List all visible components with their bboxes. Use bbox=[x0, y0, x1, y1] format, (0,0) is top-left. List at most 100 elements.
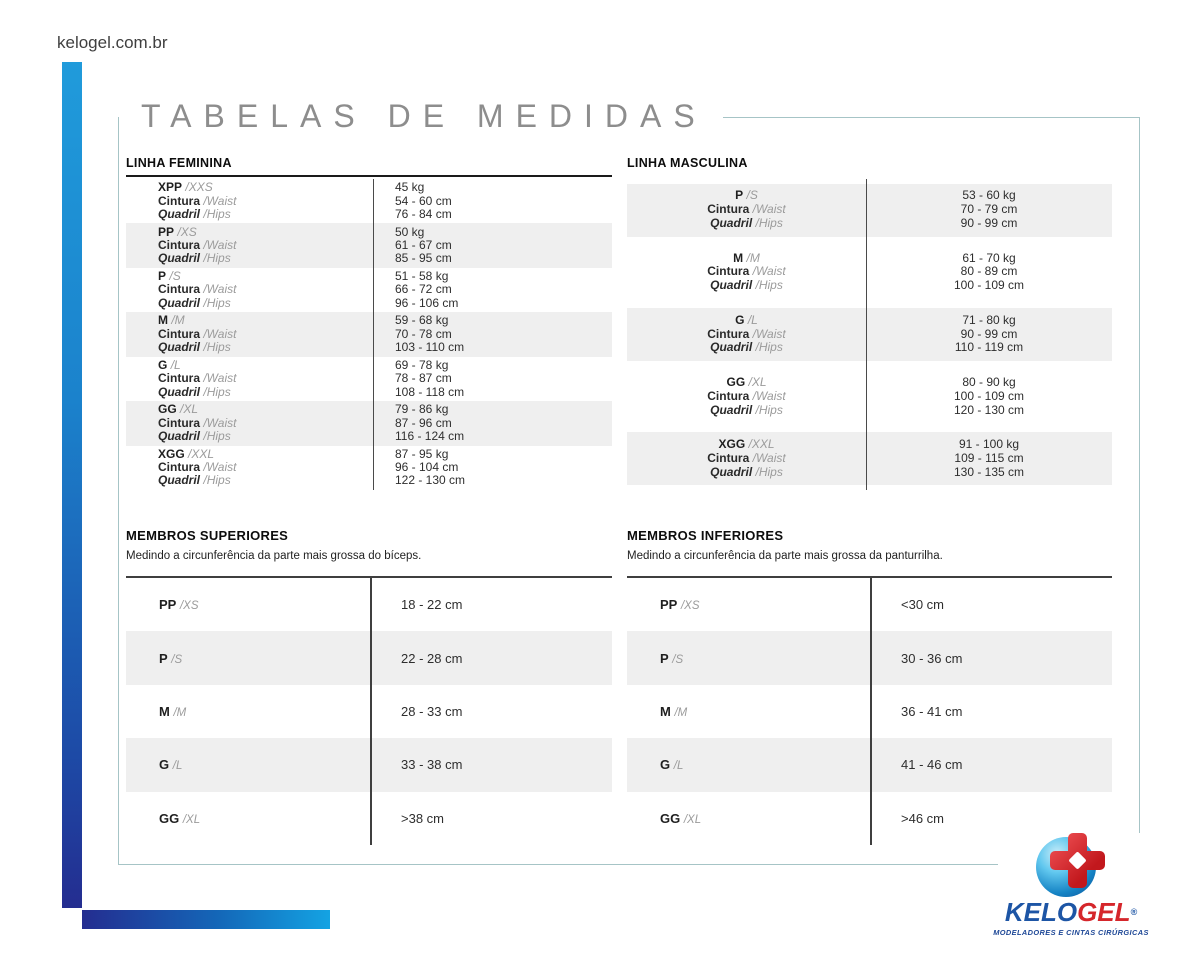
hips-alt-label: /Hips bbox=[755, 215, 783, 230]
waist-label: Cintura bbox=[707, 202, 750, 217]
hips-value: 76 - 84 cm bbox=[395, 206, 452, 221]
size-alt-label: /M bbox=[173, 706, 187, 719]
waist-alt-label: /Waist bbox=[752, 388, 786, 403]
weight-value: 50 kg bbox=[395, 224, 425, 239]
hips-alt-label: /Hips bbox=[755, 402, 783, 417]
hips-value: 96 - 106 cm bbox=[395, 295, 459, 310]
hips-alt-label: /Hips bbox=[203, 473, 231, 488]
size-alt-label: /M bbox=[674, 706, 688, 719]
size-cell: PP /XS Cintura /Waist Quadril /Hips bbox=[126, 223, 373, 267]
size-cell: GG /XL bbox=[126, 811, 370, 826]
hips-label: Quadril bbox=[710, 215, 753, 230]
hips-alt-label: /Hips bbox=[203, 384, 231, 399]
size-alt-label: /XL bbox=[180, 402, 199, 417]
size-alt-label: /XS bbox=[680, 600, 700, 613]
size-cell: G /L bbox=[627, 757, 870, 772]
column-divider bbox=[373, 179, 374, 490]
weight-value: 45 kg bbox=[395, 180, 425, 195]
size-alt-label: /XS bbox=[179, 600, 199, 613]
hips-value: 116 - 124 cm bbox=[395, 429, 465, 444]
value-cell: <30 cm bbox=[901, 597, 944, 613]
size-cell: XGG /XXL Cintura /Waist Quadril /Hips bbox=[627, 432, 866, 485]
hips-alt-label: /Hips bbox=[203, 429, 231, 444]
waist-value: 100 - 109 cm bbox=[953, 388, 1025, 403]
weight-value: 51 - 58 kg bbox=[395, 268, 449, 283]
weight-value: 71 - 80 kg bbox=[962, 312, 1016, 327]
size-cell: P /S bbox=[627, 651, 870, 666]
size-cell: PP /XS bbox=[627, 597, 870, 612]
waist-alt-label: /Waist bbox=[203, 460, 237, 475]
bottom-accent-bar bbox=[82, 910, 330, 929]
size-alt-label: /XXS bbox=[185, 180, 213, 195]
size-label: G bbox=[159, 757, 170, 773]
section-description: Medindo a circunferência da parte mais g… bbox=[627, 550, 943, 562]
waist-label: Cintura bbox=[158, 282, 200, 297]
table-row: GG /XL >46 cm bbox=[627, 792, 1112, 845]
size-label: GG bbox=[158, 402, 177, 417]
waist-value: 54 - 60 cm bbox=[395, 193, 452, 208]
linha-feminina-table: LINHA FEMININA XPP /XXS Cintura /Waist Q… bbox=[126, 156, 612, 490]
membros-inferiores-table: MEMBROS INFERIORES Medindo a circunferên… bbox=[627, 528, 1112, 845]
hips-value: 130 - 135 cm bbox=[953, 464, 1025, 479]
hips-alt-label: /Hips bbox=[755, 464, 783, 479]
value-cell: 22 - 28 cm bbox=[401, 650, 463, 666]
weight-value: 61 - 70 kg bbox=[962, 250, 1016, 265]
table-row: G /L Cintura /Waist Quadril /Hips 69 - 7… bbox=[126, 357, 612, 401]
table-rows: PP /XS 18 - 22 cm P /S 22 - 28 cm M /M 2… bbox=[126, 576, 612, 845]
table-title: LINHA MASCULINA bbox=[627, 156, 748, 170]
hips-label: Quadril bbox=[158, 295, 201, 310]
measurements-cell: 50 kg 61 - 67 cm 85 - 95 cm bbox=[373, 223, 612, 267]
title-mask bbox=[119, 111, 723, 123]
measurements-cell: 45 kg 54 - 60 cm 76 - 84 cm bbox=[373, 179, 612, 223]
size-label: G bbox=[735, 312, 745, 327]
waist-label: Cintura bbox=[158, 237, 200, 252]
size-label: GG bbox=[159, 810, 180, 826]
hips-value: 120 - 130 cm bbox=[953, 402, 1025, 417]
size-label: M bbox=[159, 703, 170, 719]
hips-label: Quadril bbox=[158, 429, 201, 444]
table-row: M /M Cintura /Waist Quadril /Hips 59 - 6… bbox=[126, 312, 612, 357]
size-label: PP bbox=[158, 224, 175, 239]
table-row: PP /XS <30 cm bbox=[627, 578, 1112, 631]
hips-alt-label: /Hips bbox=[203, 295, 231, 310]
size-alt-label: /L bbox=[172, 760, 183, 773]
waist-alt-label: /Waist bbox=[752, 264, 786, 279]
size-label: G bbox=[660, 757, 671, 773]
hips-label: Quadril bbox=[158, 206, 201, 221]
size-alt-label: /S bbox=[672, 653, 684, 666]
hips-label: Quadril bbox=[158, 384, 201, 399]
table-row: P /S 30 - 36 cm bbox=[627, 631, 1112, 685]
table-title: LINHA FEMININA bbox=[126, 156, 612, 177]
hips-label: Quadril bbox=[158, 340, 201, 355]
table-row: G /L 33 - 38 cm bbox=[126, 738, 612, 792]
size-alt-label: /M bbox=[746, 250, 760, 265]
brand-name-primary: KELO bbox=[1004, 897, 1078, 927]
table-row: P /S Cintura /Waist Quadril /Hips 53 - 6… bbox=[627, 179, 1112, 241]
value-cell: 36 - 41 cm bbox=[901, 703, 963, 719]
hips-label: Quadril bbox=[158, 473, 201, 488]
waist-alt-label: /Waist bbox=[203, 193, 237, 208]
size-label: M bbox=[158, 313, 168, 328]
measurements-cell: 61 - 70 kg 80 - 89 cm 100 - 109 cm bbox=[866, 246, 1112, 299]
hips-value: 108 - 118 cm bbox=[395, 384, 465, 399]
measurements-cell: 59 - 68 kg 70 - 78 cm 103 - 110 cm bbox=[373, 312, 612, 356]
size-cell: GG /XL Cintura /Waist Quadril /Hips bbox=[126, 401, 373, 445]
section-description: Medindo a circunferência da parte mais g… bbox=[126, 550, 422, 562]
membros-superiores-table: MEMBROS SUPERIORES Medindo a circunferên… bbox=[126, 528, 612, 845]
table-row: PP /XS Cintura /Waist Quadril /Hips 50 k… bbox=[126, 223, 612, 268]
value-cell: >46 cm bbox=[901, 810, 944, 826]
site-url: kelogel.com.br bbox=[57, 33, 168, 52]
waist-label: Cintura bbox=[707, 264, 750, 279]
value-cell: 41 - 46 cm bbox=[901, 757, 963, 773]
size-label: PP bbox=[660, 597, 678, 613]
size-cell: XGG /XXL Cintura /Waist Quadril /Hips bbox=[126, 446, 373, 490]
hips-alt-label: /Hips bbox=[203, 251, 231, 266]
size-alt-label: /S bbox=[171, 653, 183, 666]
waist-alt-label: /Waist bbox=[203, 371, 237, 386]
brand-tagline: MODELADORES E CINTAS CIRÚRGICAS bbox=[993, 928, 1149, 937]
size-label: XGG bbox=[158, 446, 185, 461]
table-row: P /S 22 - 28 cm bbox=[126, 631, 612, 685]
size-alt-label: /XL bbox=[748, 374, 767, 389]
hips-value: 110 - 119 cm bbox=[954, 340, 1024, 355]
